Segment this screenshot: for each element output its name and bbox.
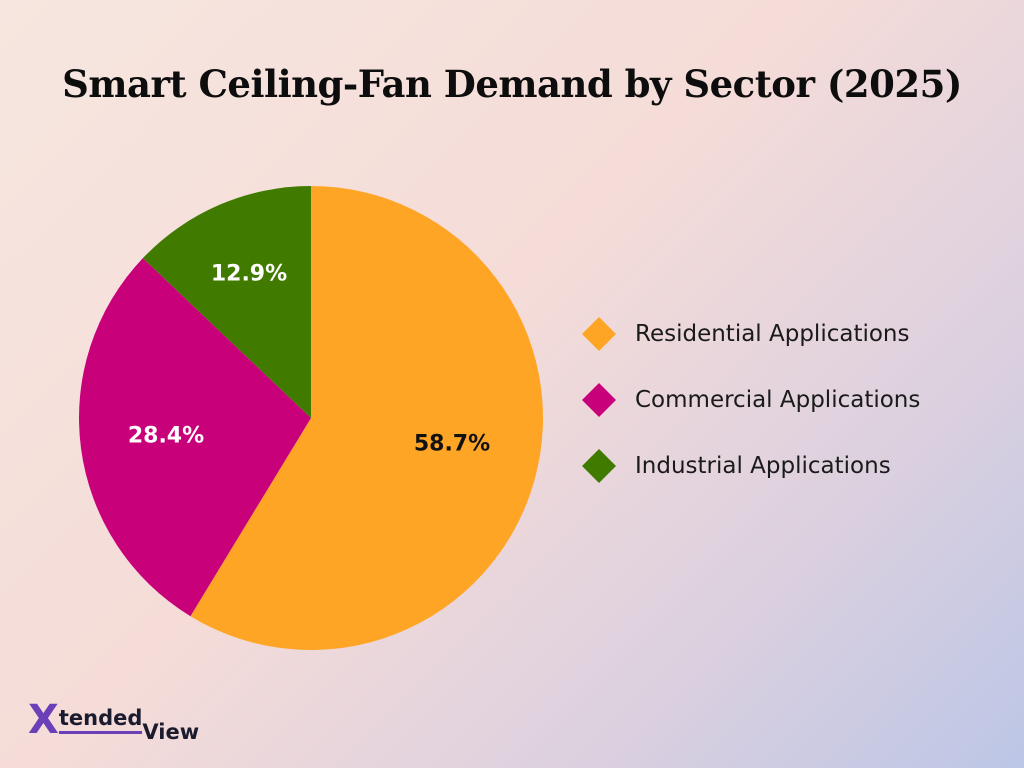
legend-marker-diamond	[582, 449, 616, 483]
brand-logo: X tended View	[28, 697, 199, 744]
legend-label: Commercial Applications	[635, 387, 921, 413]
legend-marker-diamond	[582, 317, 616, 351]
logo-x-mark: X	[28, 697, 59, 743]
legend-marker-diamond	[582, 383, 616, 417]
pie-slice-industrial	[142, 186, 311, 418]
legend: Residential Applications Commercial Appl…	[582, 316, 921, 514]
logo-word-tended: tended	[58, 706, 143, 734]
chart-title: Smart Ceiling-Fan Demand by Sector (2025…	[62, 62, 962, 106]
pie-slice-commercial	[79, 258, 312, 617]
legend-item-residential: Residential Applications	[582, 316, 920, 352]
legend-label: Residential Applications	[635, 321, 910, 347]
pie-slice-label: 58.7%	[414, 432, 490, 457]
legend-label: Industrial Applications	[635, 453, 891, 479]
pie-slice-label: 28.4%	[128, 424, 204, 449]
logo-word-view: View	[142, 720, 200, 744]
legend-item-commercial: Commercial Applications	[582, 382, 921, 418]
pie-slice-residential	[190, 186, 543, 650]
pie-slice-label: 12.9%	[211, 262, 287, 287]
legend-item-industrial: Industrial Applications	[582, 448, 920, 484]
